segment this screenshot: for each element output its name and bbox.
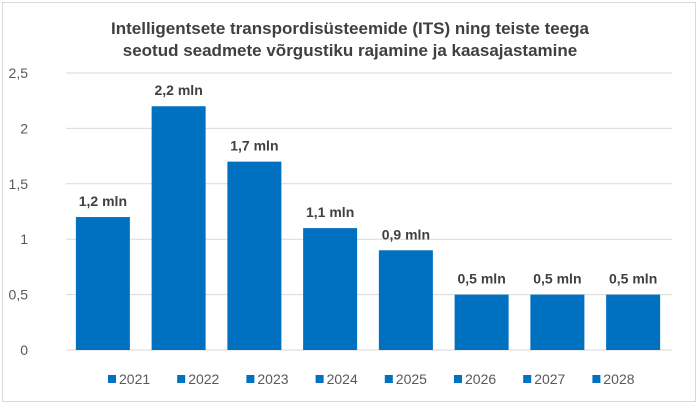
legend-swatch-2027 xyxy=(523,375,532,383)
legend-label-2025: 2025 xyxy=(396,371,427,387)
legend-label-2021: 2021 xyxy=(119,371,150,387)
legend-label-2023: 2023 xyxy=(257,371,288,387)
legend-label-2027: 2027 xyxy=(534,371,565,387)
legend-swatch-2024 xyxy=(315,375,324,383)
chart-title-line-2: seotud seadmete võrgustiku rajamine ja k… xyxy=(122,41,578,60)
y-tick-label: 0,5 xyxy=(9,287,29,303)
legend-label-2022: 2022 xyxy=(188,371,219,387)
legend-label-2026: 2026 xyxy=(465,371,496,387)
bar-2021 xyxy=(75,217,130,350)
legend-label-2024: 2024 xyxy=(327,371,358,387)
data-label-2024: 1,1 mln xyxy=(306,204,354,220)
legend-swatch-2021 xyxy=(108,375,116,383)
data-label-2022: 2,2 mln xyxy=(155,82,203,98)
legend-swatch-2023 xyxy=(246,375,255,383)
y-tick-label: 0 xyxy=(20,342,28,358)
bar-2028 xyxy=(606,294,661,350)
legend-swatch-2026 xyxy=(454,375,462,383)
y-tick-label: 1,5 xyxy=(9,176,29,192)
bar-2025 xyxy=(378,250,433,350)
data-label-2023: 1,7 mln xyxy=(230,138,278,154)
legend-swatch-2025 xyxy=(384,375,393,383)
legend-swatch-2022 xyxy=(177,375,186,383)
bar-2022 xyxy=(151,106,206,351)
data-label-2027: 0,5 mln xyxy=(533,271,581,287)
bar-2026 xyxy=(454,294,509,350)
legend-swatch-2028 xyxy=(592,375,601,383)
data-label-2025: 0,9 mln xyxy=(382,226,430,242)
bar-2023 xyxy=(227,161,282,350)
y-tick-label: 2,5 xyxy=(9,65,29,81)
y-tick-label: 1 xyxy=(20,231,28,247)
data-label-2028: 0,5 mln xyxy=(609,271,657,287)
data-label-2026: 0,5 mln xyxy=(458,271,506,287)
chart-title: Intelligentsete transpordisüsteemide (IT… xyxy=(0,18,700,62)
bar-2027 xyxy=(530,294,585,350)
y-tick-label: 2 xyxy=(20,120,28,136)
chart-title-line-1: Intelligentsete transpordisüsteemide (IT… xyxy=(111,19,589,38)
legend-label-2028: 2028 xyxy=(603,371,634,387)
data-label-2021: 1,2 mln xyxy=(79,193,127,209)
bar-2024 xyxy=(303,228,358,350)
